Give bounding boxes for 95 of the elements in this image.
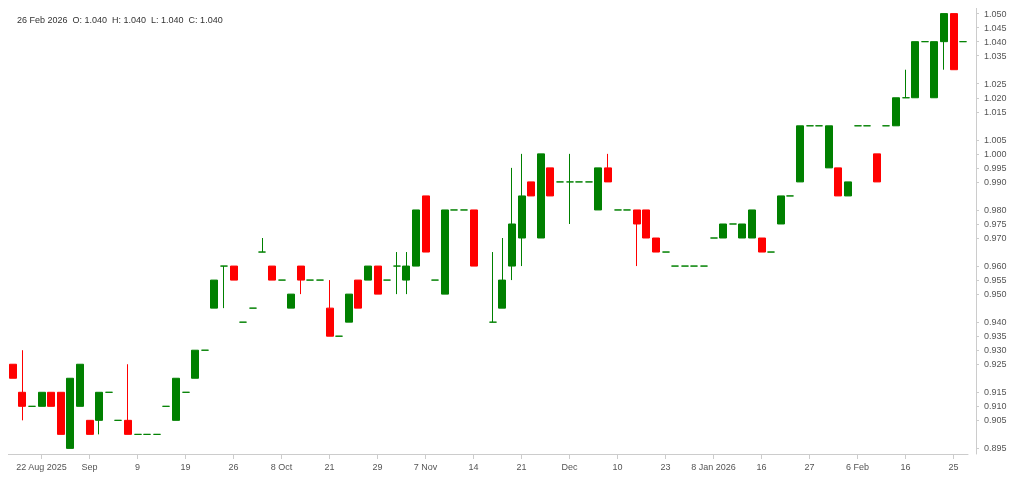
y-tick-label: 0.940	[984, 317, 1007, 328]
candlestick	[95, 391, 103, 435]
x-tick-label: Dec	[561, 461, 579, 472]
candlestick	[230, 265, 238, 281]
y-tick-label: 1.040	[984, 36, 1007, 47]
y-tick-label: 0.955	[984, 275, 1007, 286]
candlestick	[873, 153, 881, 183]
y-tick-label: 0.990	[984, 176, 1007, 187]
candlestick	[489, 251, 497, 323]
x-tick-label: 7 Nov	[413, 461, 438, 472]
candlestick	[604, 153, 612, 183]
y-tick-label: 0.895	[984, 443, 1007, 454]
candlestick	[546, 167, 554, 197]
y-tick-label: 1.005	[984, 134, 1007, 145]
candlestick	[950, 13, 958, 71]
candlestick	[364, 265, 372, 281]
candlestick	[354, 279, 362, 309]
y-tick-label: 0.995	[984, 162, 1007, 173]
y-tick-label: 1.000	[984, 148, 1007, 159]
candlestick	[892, 97, 900, 127]
y-tick-label: 0.970	[984, 233, 1007, 244]
x-tick-label: 16	[756, 461, 767, 472]
candlestick	[287, 293, 295, 309]
candlestick	[258, 237, 266, 253]
y-tick-label: 1.015	[984, 106, 1007, 117]
x-tick-label: 22 Aug 2025	[16, 461, 67, 472]
candlestick	[796, 125, 804, 183]
x-tick-label: 10	[612, 461, 623, 472]
x-tick-label: 14	[468, 461, 479, 472]
x-tick-label: 27	[804, 461, 815, 472]
candlestick	[537, 153, 545, 239]
candlestick	[76, 363, 84, 407]
y-tick-label: 1.045	[984, 22, 1007, 33]
candlestick	[172, 377, 180, 421]
candlestick	[441, 209, 449, 295]
x-tick-label: 8 Jan 2026	[691, 461, 736, 472]
x-tick-label: 21	[324, 461, 335, 472]
candlestick	[518, 153, 526, 267]
candlestick	[940, 13, 948, 71]
x-tick-label: 6 Feb	[846, 461, 870, 472]
y-tick-label: 0.915	[984, 387, 1007, 398]
candlestick	[57, 391, 65, 435]
x-tick-label: 19	[180, 461, 191, 472]
y-tick-label: 0.910	[984, 401, 1007, 412]
y-tick-label: 1.035	[984, 50, 1007, 61]
candlestick	[652, 237, 660, 253]
candlestick	[9, 363, 17, 379]
x-tick-label: Sep	[81, 461, 98, 472]
x-tick-label: 26	[228, 461, 239, 472]
x-tick-label: 21	[516, 461, 527, 472]
y-tick-label: 0.975	[984, 218, 1007, 229]
y-tick-label: 0.960	[984, 261, 1007, 272]
x-tick-label: 16	[900, 461, 911, 472]
candlestick	[422, 195, 430, 253]
candlestick	[825, 125, 833, 169]
candlestick	[470, 209, 478, 267]
candlestick	[191, 349, 199, 379]
y-tick-label: 0.980	[984, 204, 1007, 215]
x-tick-label: 25	[948, 461, 959, 472]
candlestick	[508, 167, 516, 281]
x-tick-label: 23	[660, 461, 671, 472]
candlestick	[220, 265, 228, 309]
candlestick	[758, 237, 766, 253]
candlestick	[527, 181, 535, 197]
y-tick-label: 1.025	[984, 78, 1007, 89]
candlestick	[47, 391, 55, 407]
candlestick	[748, 209, 756, 239]
candlestick	[834, 167, 842, 197]
candlestick	[374, 265, 382, 295]
candlestick	[844, 181, 852, 197]
candlestick	[124, 363, 132, 435]
candlestick	[66, 377, 74, 449]
y-tick-label: 0.950	[984, 289, 1007, 300]
candlestick	[566, 153, 574, 225]
y-tick-label: 1.050	[984, 8, 1007, 19]
y-tick-label: 1.020	[984, 92, 1007, 103]
candlestick	[268, 265, 276, 281]
candlestick	[38, 391, 46, 407]
x-tick-label: 9	[135, 461, 141, 472]
candlestick	[297, 265, 305, 295]
candlestick	[412, 209, 420, 267]
candlestick	[86, 419, 94, 435]
y-tick-label: 0.905	[984, 415, 1007, 426]
candlestick	[326, 279, 334, 337]
candlestick	[210, 279, 218, 309]
y-tick-label: 0.930	[984, 345, 1007, 356]
y-tick-label: 0.935	[984, 331, 1007, 342]
candlestick	[18, 349, 26, 421]
candlestick	[345, 293, 353, 323]
x-tick-label: 29	[372, 461, 383, 472]
candlestick	[498, 237, 506, 309]
x-tick-label: 8 Oct	[270, 461, 293, 472]
text: 26 Feb 2026 O: 1.040 H: 1.040 L: 1.040 C: 1.040	[17, 14, 223, 25]
y-tick-label: 0.925	[984, 359, 1007, 370]
candlestick	[777, 195, 785, 225]
